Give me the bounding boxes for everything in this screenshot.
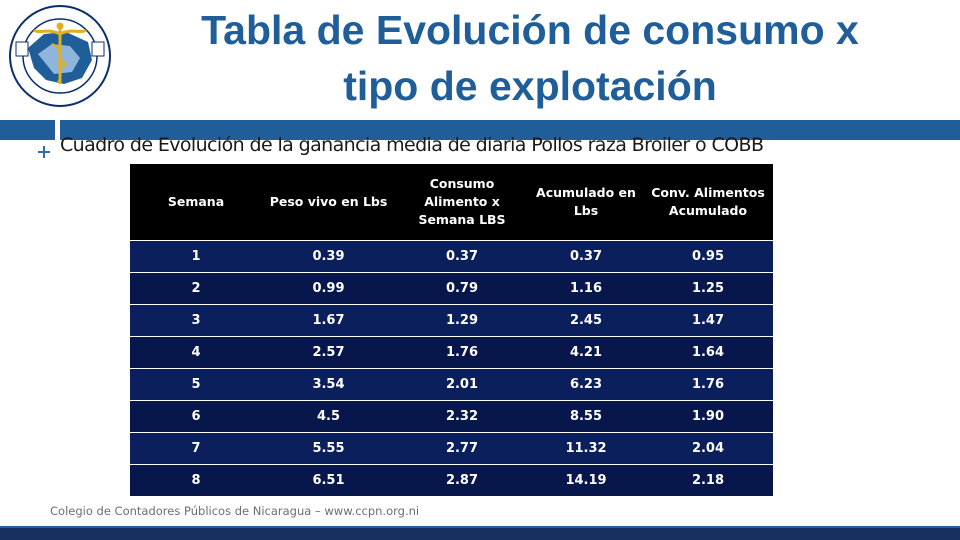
cell-week: 2 <box>130 271 262 304</box>
cell-feed: 0.37 <box>395 239 529 272</box>
table-row: 5 3.54 2.01 6.23 1.76 <box>130 367 773 400</box>
slide-title: Tabla de Evolución de consumo x tipo de … <box>130 2 930 114</box>
table-row: 1 0.39 0.37 0.37 0.95 <box>130 239 773 272</box>
cell-feed: 0.79 <box>395 271 529 304</box>
cell-feed: 2.32 <box>395 399 529 432</box>
cell-feed: 2.77 <box>395 431 529 464</box>
cell-conversion: 2.04 <box>643 431 773 464</box>
cell-cumulative: 6.23 <box>529 367 643 400</box>
table-caption: Cuadro de Evolución de la ganancia media… <box>60 134 764 156</box>
footer-text: Colegio de Contadores Públicos de Nicara… <box>50 504 420 518</box>
cell-cumulative: 11.32 <box>529 431 643 464</box>
cell-feed: 1.29 <box>395 303 529 336</box>
cell-weight: 6.51 <box>262 463 395 496</box>
cell-week: 8 <box>130 463 262 496</box>
cell-conversion: 1.64 <box>643 335 773 368</box>
table-row: 3 1.67 1.29 2.45 1.47 <box>130 303 773 336</box>
ccpn-logo <box>9 5 111 107</box>
cell-conversion: 1.47 <box>643 303 773 336</box>
accent-bar-left <box>0 120 55 140</box>
cell-feed: 1.76 <box>395 335 529 368</box>
cell-cumulative: 14.19 <box>529 463 643 496</box>
header-week: Semana <box>130 164 262 240</box>
cell-cumulative: 0.37 <box>529 239 643 272</box>
cell-week: 4 <box>130 335 262 368</box>
title-line-2: tipo de explotación <box>343 63 717 109</box>
cell-weight: 2.57 <box>262 335 395 368</box>
cell-cumulative: 8.55 <box>529 399 643 432</box>
accent-bar-top <box>60 120 960 140</box>
cell-conversion: 1.25 <box>643 271 773 304</box>
header-cumulative: Acumulado en Lbs <box>529 164 643 240</box>
table-row: 8 6.51 2.87 14.19 2.18 <box>130 463 773 496</box>
header-conversion: Conv. Alimentos Acumulado <box>643 164 773 240</box>
cell-weight: 0.99 <box>262 271 395 304</box>
cell-conversion: 2.18 <box>643 463 773 496</box>
title-line-1: Tabla de Evolución de consumo x <box>201 7 859 53</box>
cell-weight: 0.39 <box>262 239 395 272</box>
consumption-table: Semana Peso vivo en Lbs Consumo Alimento… <box>130 164 773 496</box>
cell-cumulative: 4.21 <box>529 335 643 368</box>
cell-feed: 2.01 <box>395 367 529 400</box>
cell-weight: 1.67 <box>262 303 395 336</box>
cell-week: 7 <box>130 431 262 464</box>
table-row: 2 0.99 0.79 1.16 1.25 <box>130 271 773 304</box>
cell-weight: 5.55 <box>262 431 395 464</box>
cell-weight: 3.54 <box>262 367 395 400</box>
footer-bar <box>0 528 960 540</box>
cell-conversion: 0.95 <box>643 239 773 272</box>
cell-weight: 4.5 <box>262 399 395 432</box>
cell-feed: 2.87 <box>395 463 529 496</box>
table-row: 7 5.55 2.77 11.32 2.04 <box>130 431 773 464</box>
cell-cumulative: 1.16 <box>529 271 643 304</box>
cell-conversion: 1.76 <box>643 367 773 400</box>
cell-week: 5 <box>130 367 262 400</box>
cell-conversion: 1.90 <box>643 399 773 432</box>
header-feed: Consumo Alimento x Semana LBS <box>395 164 529 240</box>
plus-bullet-icon <box>38 146 50 158</box>
cell-week: 1 <box>130 239 262 272</box>
table-row: 6 4.5 2.32 8.55 1.90 <box>130 399 773 432</box>
footer-bar-edge <box>0 526 960 528</box>
cell-cumulative: 2.45 <box>529 303 643 336</box>
header-weight: Peso vivo en Lbs <box>262 164 395 240</box>
cell-week: 6 <box>130 399 262 432</box>
cell-week: 3 <box>130 303 262 336</box>
table-row: 4 2.57 1.76 4.21 1.64 <box>130 335 773 368</box>
table-header-row: Semana Peso vivo en Lbs Consumo Alimento… <box>130 164 773 240</box>
